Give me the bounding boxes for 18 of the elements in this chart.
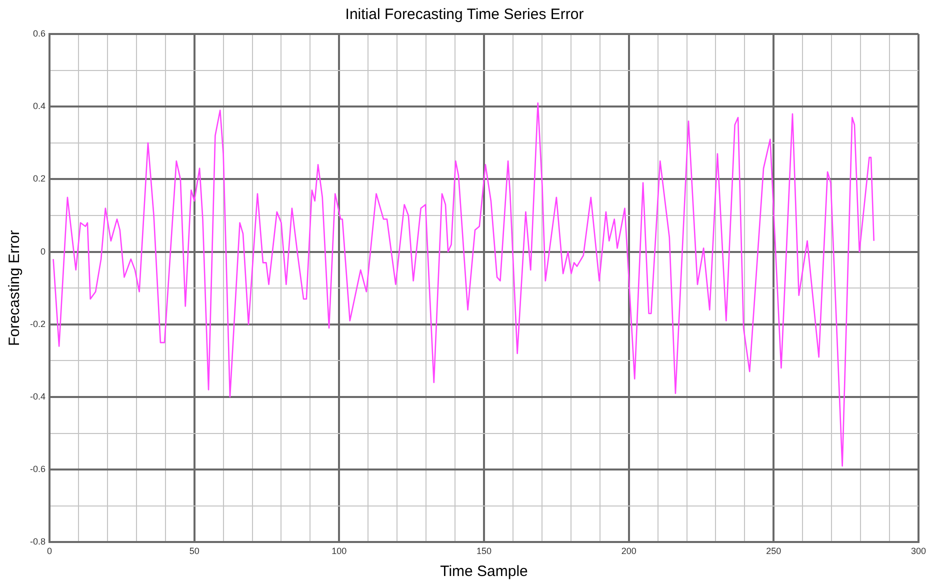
x-tick-label: 150 [476, 546, 492, 556]
x-tick-label: 250 [766, 546, 782, 556]
x-tick-label: 100 [332, 546, 347, 556]
y-tick-label: -0.4 [30, 391, 46, 402]
x-tick-label: 0 [47, 546, 52, 556]
x-axis-title: Time Sample [440, 563, 528, 580]
y-tick-label: 0.4 [32, 101, 46, 112]
y-axis-title: Forecasting Error [6, 230, 24, 346]
x-tick-label: 300 [910, 546, 926, 556]
x-tick-label: 50 [189, 546, 200, 556]
y-tick-label: -0.6 [30, 464, 46, 474]
y-tick-label: -0.8 [30, 536, 46, 547]
y-tick-label: 0.2 [32, 174, 46, 184]
y-tick-label: -0.2 [30, 318, 46, 329]
y-tick-label: 0.6 [32, 28, 46, 38]
y-tick-label: 0 [40, 246, 46, 256]
x-tick-label: 200 [621, 546, 636, 556]
chart-title: Initial Forecasting Time Series Error [345, 6, 584, 24]
